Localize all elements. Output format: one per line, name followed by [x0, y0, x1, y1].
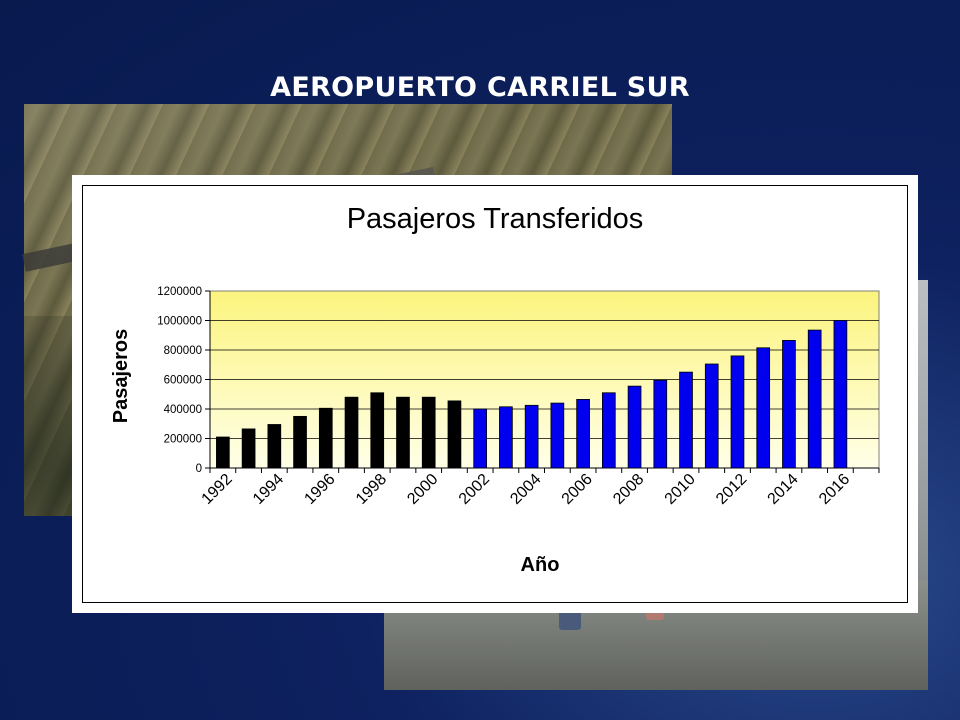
y-tick-label: 1000000	[157, 316, 202, 328]
bar-2010	[679, 371, 693, 469]
bar-2002	[473, 408, 488, 469]
bar-2011	[704, 363, 719, 469]
y-tick-label: 800000	[164, 345, 202, 357]
x-tick-label: 2010	[662, 471, 699, 508]
bar-2014	[782, 340, 796, 469]
bar-2007	[601, 392, 616, 469]
y-tick-label: 0	[196, 463, 202, 475]
x-tick-label: 2000	[404, 471, 441, 508]
x-tick-label: 2002	[456, 471, 493, 508]
x-tick-label: 2004	[507, 471, 544, 508]
bar-2000	[421, 396, 436, 469]
bar-1998	[370, 392, 385, 469]
bar-1999	[396, 396, 410, 469]
chart-card: Pasajeros Transferidos 0 200000 400000 6000…	[72, 175, 918, 613]
x-axis-label: Año	[521, 554, 560, 576]
bar-2009	[653, 379, 668, 469]
x-tick-label: 2008	[610, 471, 647, 508]
x-tick-label: 2012	[713, 471, 750, 508]
bar-2015	[807, 329, 822, 469]
bar-1996	[318, 407, 333, 469]
y-tick-label: 200000	[164, 434, 202, 446]
x-tick-label: 1994	[250, 471, 287, 508]
bar-2003	[499, 406, 513, 469]
slide-title: AEROPUERTO CARRIEL SUR	[270, 72, 690, 103]
bar-2012	[730, 355, 745, 469]
y-tick-label: 600000	[164, 375, 202, 387]
bar-2016	[833, 320, 848, 469]
x-tick-label: 2014	[765, 471, 802, 508]
bar-2008	[627, 385, 642, 469]
bar-2005	[550, 402, 565, 469]
chart-title: Pasajeros Transferidos	[347, 203, 644, 235]
bar-1997	[344, 396, 359, 469]
x-tick-label: 2016	[816, 471, 853, 508]
bar-2004	[524, 404, 539, 469]
bar-1993	[241, 428, 256, 469]
x-tick-label: 1992	[199, 471, 236, 508]
x-tick-label: 1996	[301, 471, 338, 508]
bar-1992	[216, 436, 230, 469]
y-axis-label: Pasajeros	[110, 329, 132, 424]
x-tick-label: 1998	[353, 471, 390, 508]
bar-2006	[576, 399, 590, 469]
x-tick-label: 2006	[559, 471, 596, 508]
y-tick-label: 400000	[164, 404, 202, 416]
bar-2013	[756, 347, 771, 469]
chart-frame: Pasajeros Transferidos 0 200000 400000 6000…	[82, 185, 908, 603]
bar-1994	[267, 424, 282, 469]
bar-1995	[293, 415, 307, 469]
bar-chart: Pasajeros Transferidos 0 200000 400000 6000…	[110, 203, 880, 576]
bar-2001	[447, 400, 462, 469]
y-tick-label: 1200000	[157, 286, 202, 298]
